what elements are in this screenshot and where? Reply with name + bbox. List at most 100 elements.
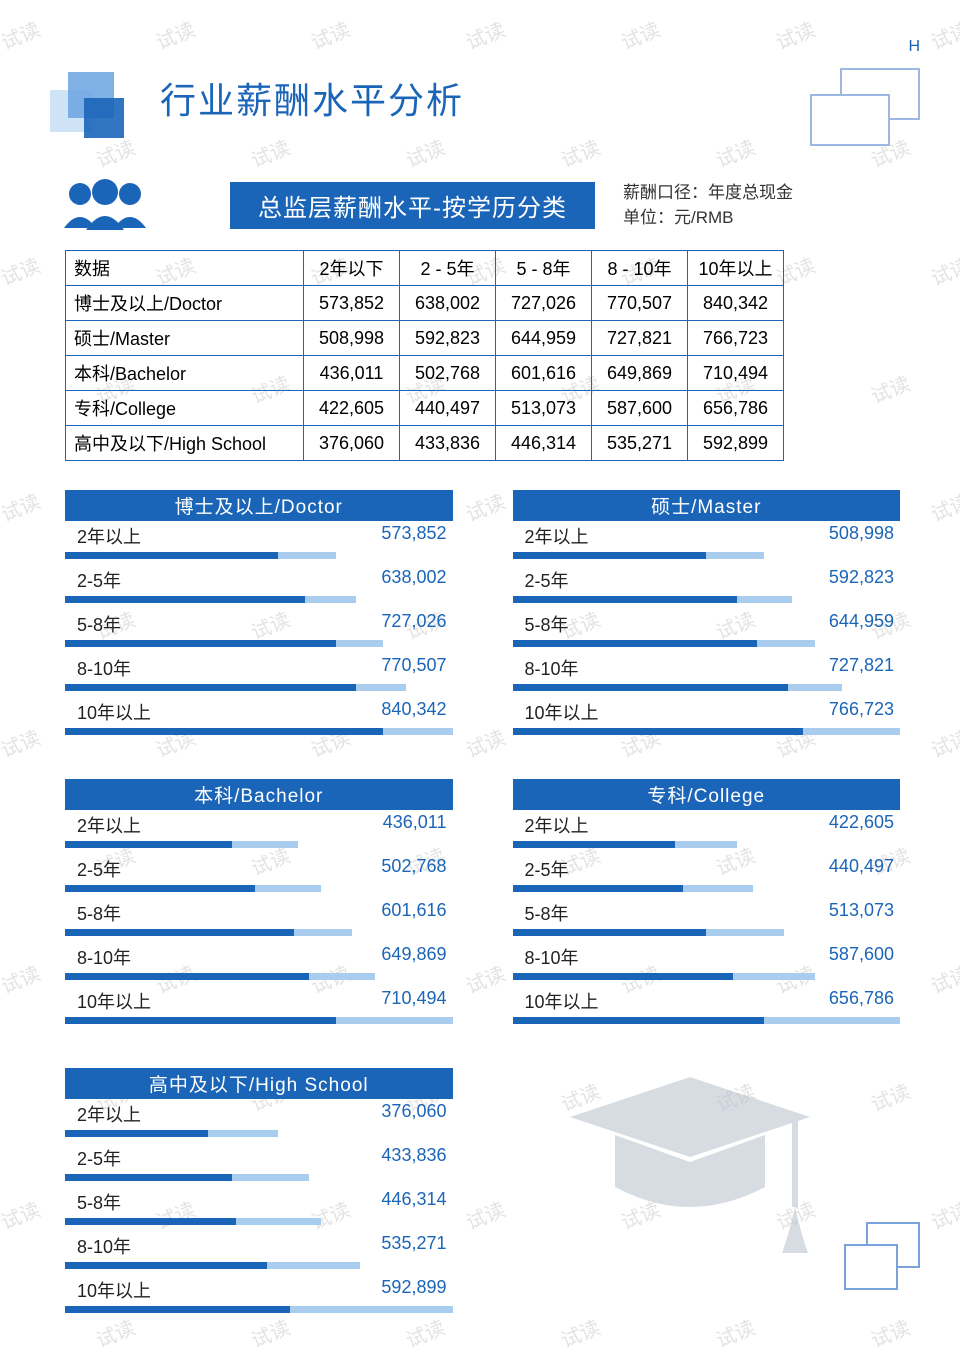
mini-row: 2-5年638,002 xyxy=(65,565,453,609)
bar-track xyxy=(65,885,453,892)
table-row: 硕士/Master508,998592,823644,959727,821766… xyxy=(66,321,784,356)
table-cell: 656,786 xyxy=(688,391,784,426)
mini-row: 8-10年587,600 xyxy=(513,942,901,986)
table-row: 专科/College422,605440,497513,073587,60065… xyxy=(66,391,784,426)
bar-track xyxy=(65,973,453,980)
mini-row: 2年以上422,605 xyxy=(513,810,901,854)
mini-label: 2-5年 xyxy=(525,567,569,593)
grad-cap-icon xyxy=(560,1057,820,1257)
mini-value: 446,314 xyxy=(381,1189,446,1210)
bar-track xyxy=(513,973,901,980)
table-cell: 508,998 xyxy=(304,321,400,356)
table-cell: 573,852 xyxy=(304,286,400,321)
mini-value: 727,026 xyxy=(381,611,446,632)
table-header: 10年以上 xyxy=(688,251,784,286)
table-cell: 592,823 xyxy=(400,321,496,356)
mini-row: 10年以上 840,342 xyxy=(65,697,453,741)
mini-value: 601,616 xyxy=(381,900,446,921)
mini-row: 8-10年727,821 xyxy=(513,653,901,697)
mini-row: 10年以上656,786 xyxy=(513,986,901,1030)
mini-label: 10年以上 xyxy=(77,1277,151,1303)
mini-row: 2-5年440,497 xyxy=(513,854,901,898)
mini-row: 2年以上436,011 xyxy=(65,810,453,854)
mini-row: 2年以上508,998 xyxy=(513,521,901,565)
mini-label: 8-10年 xyxy=(77,1233,131,1259)
table-row: 本科/Bachelor436,011502,768601,616649,8697… xyxy=(66,356,784,391)
mini-row: 8-10年 649,869 xyxy=(65,942,453,986)
bar-track xyxy=(65,684,453,691)
mini-label: 2-5年 xyxy=(77,1145,121,1171)
mini-label: 10年以上 xyxy=(77,988,151,1014)
bar-track xyxy=(513,684,901,691)
bar-track xyxy=(65,1306,453,1313)
mini-value: 649,869 xyxy=(381,944,446,965)
mini-row: 5-8年601,616 xyxy=(65,898,453,942)
bar-track xyxy=(65,929,453,936)
table-cell: 727,026 xyxy=(496,286,592,321)
mini-table: 硕士/Master2年以上508,9982-5年592,8235-8年644,9… xyxy=(513,490,901,741)
mini-row: 10年以上766,723 xyxy=(513,697,901,741)
table-cell: 436,011 xyxy=(304,356,400,391)
bar-track xyxy=(65,1218,453,1225)
mini-value: 592,899 xyxy=(381,1277,446,1298)
bar-track xyxy=(65,1130,453,1137)
mini-row: 8-10年770,507 xyxy=(65,653,453,697)
table-row: 高中及以下/High School376,060433,836446,31453… xyxy=(66,426,784,461)
subheader: 总监层薪酬水平-按学历分类 薪酬口径：年度总现金 单位：元/RMB xyxy=(50,175,920,235)
bar-track xyxy=(513,596,901,603)
table-cell: 638,002 xyxy=(400,286,496,321)
table-cell: 592,899 xyxy=(688,426,784,461)
bar-track xyxy=(513,728,901,735)
mini-row: 5-8年 727,026 xyxy=(65,609,453,653)
mini-value: 535,271 xyxy=(381,1233,446,1254)
table-cell: 专科/College xyxy=(66,391,304,426)
mini-label: 2年以上 xyxy=(77,523,141,549)
mini-label: 8-10年 xyxy=(77,944,131,970)
mini-row: 2-5年502,768 xyxy=(65,854,453,898)
table-cell: 博士及以上/Doctor xyxy=(66,286,304,321)
header: 行业薪酬水平分析 xyxy=(50,72,920,162)
mini-row: 2年以上 573,852 xyxy=(65,521,453,565)
mini-value: 573,852 xyxy=(381,523,446,544)
table-header: 8 - 10年 xyxy=(592,251,688,286)
table-cell: 587,600 xyxy=(592,391,688,426)
mini-value: 766,723 xyxy=(829,699,894,720)
mini-label: 2年以上 xyxy=(525,523,589,549)
banner-title: 总监层薪酬水平-按学历分类 xyxy=(230,182,595,229)
table-cell: 502,768 xyxy=(400,356,496,391)
mini-label: 10年以上 xyxy=(77,699,151,725)
mini-value: 638,002 xyxy=(381,567,446,588)
table-cell: 440,497 xyxy=(400,391,496,426)
bar-track xyxy=(65,841,453,848)
logo-icon xyxy=(50,72,150,152)
table-cell: 376,060 xyxy=(304,426,400,461)
mini-table: 高中及以下/High School2年以上376,0602-5年433,8365… xyxy=(65,1068,453,1319)
mini-label: 8-10年 xyxy=(77,655,131,681)
table-cell: 高中及以下/High School xyxy=(66,426,304,461)
mini-table-title: 博士及以上/Doctor xyxy=(65,490,453,521)
mini-value: 587,600 xyxy=(829,944,894,965)
unit-line2: 单位：元/RMB xyxy=(623,205,793,231)
table-cell: 433,836 xyxy=(400,426,496,461)
corner-label: H xyxy=(908,38,920,56)
table-cell: 727,821 xyxy=(592,321,688,356)
mini-table-title: 高中及以下/High School xyxy=(65,1068,453,1099)
mini-row: 5-8年446,314 xyxy=(65,1187,453,1231)
mini-label: 2-5年 xyxy=(525,856,569,882)
table-header: 2 - 5年 xyxy=(400,251,496,286)
mini-label: 5-8年 xyxy=(77,611,121,637)
table-header: 5 - 8年 xyxy=(496,251,592,286)
unit-box: 薪酬口径：年度总现金 单位：元/RMB xyxy=(623,180,793,231)
table-cell: 840,342 xyxy=(688,286,784,321)
mini-value: 840,342 xyxy=(381,699,446,720)
mini-label: 5-8年 xyxy=(525,611,569,637)
bar-track xyxy=(513,1017,901,1024)
table-cell: 644,959 xyxy=(496,321,592,356)
bar-track xyxy=(513,552,901,559)
mini-row: 2年以上376,060 xyxy=(65,1099,453,1143)
mini-table: 博士及以上/Doctor2年以上 573,852 2-5年638,0025-8年 72… xyxy=(65,490,453,741)
bar-track xyxy=(65,640,453,647)
mini-table-title: 专科/College xyxy=(513,779,901,810)
bar-track xyxy=(65,1262,453,1269)
mini-label: 5-8年 xyxy=(525,900,569,926)
